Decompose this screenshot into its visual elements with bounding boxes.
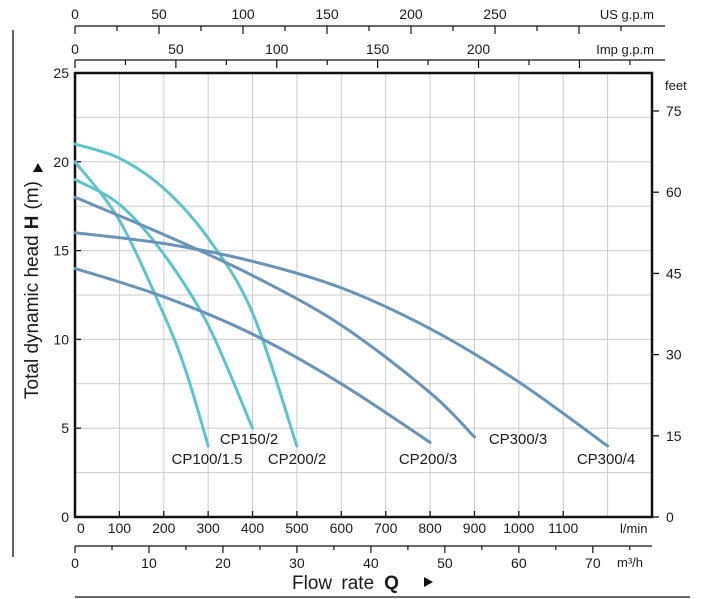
series-line-cp200-2 [73,142,299,448]
x-tick-label-m3h: 60 [511,555,527,571]
series-label-cp200-2: CP200/2 [268,451,326,468]
y-axis-title-text: Total dynamic head [22,235,43,399]
series-line-cp300-4 [73,231,610,448]
series-line-cp150-2 [73,178,254,430]
x-unit-lmin: l/min [620,521,647,536]
x-tick-label-lmin: 1000 [503,520,534,536]
x-tick-label-impgpm: 0 [71,41,79,57]
x-tick-label-m3h: 40 [363,555,379,571]
x-unit-usgpm: US g.p.m [600,7,654,22]
y-tick-label-left: 10 [53,331,69,347]
series-line-cp300-3 [73,195,476,439]
x-tick-label-lmin: 100 [108,520,132,536]
x-tick-label-m3h: 10 [141,555,157,571]
x-tick-label-impgpm: 100 [265,41,289,57]
x-tick-label-lmin: 400 [241,520,265,536]
x-tick-label-lmin: 700 [374,520,398,536]
plot-frame [73,71,654,519]
x-tick-label-usgpm: 50 [151,6,167,22]
x-tick-label-m3h: 30 [289,555,305,571]
y-tick-label-right: 0 [666,509,674,525]
x-tick-label-usgpm: 200 [399,6,423,22]
series-line-cp100-1-5 [73,160,210,448]
x-axis-arrow-icon [424,577,433,587]
y-tick-label-left: 0 [61,509,69,525]
x-tick-label-m3h: 0 [71,555,79,571]
series-label-cp200-3: CP200/3 [399,451,457,468]
y-unit-right: feet [665,78,687,93]
y-tick-label-right: 60 [666,184,682,200]
y-axis-title: Total dynamic head H (m) [22,181,43,399]
x-tick-label-usgpm: 250 [483,6,507,22]
x-tick-label-usgpm: 150 [315,6,339,22]
y-tick-label-left: 5 [61,420,69,436]
x-tick-label-m3h: 50 [437,555,453,571]
x-axis-title-symbol: Q [384,573,399,594]
y-tick-label-right: 75 [666,103,682,119]
x-tick-label-usgpm: 100 [231,6,255,22]
x-axis-title: Flow rate Q [292,573,399,594]
x-tick-label-lmin: 500 [285,520,309,536]
y-tick-label-right: 30 [666,347,682,363]
series-line-cp200-3 [73,266,432,444]
x-unit-impgpm: Imp g.p.m [596,42,654,57]
x-tick-label-lmin: 200 [152,520,176,536]
x-tick-label-usgpm: 0 [71,6,79,22]
y-axis-title-unit: (m) [22,181,43,209]
x-tick-label-impgpm: 150 [366,41,390,57]
x-axis-title-text: Flow rate [292,573,374,594]
x-tick-label-lmin: 0 [77,520,85,536]
y-tick-label-right: 45 [666,265,682,281]
series-label-cp100-1-5: CP100/1.5 [172,451,243,468]
x-tick-label-lmin: 800 [418,520,442,536]
y-tick-label-left: 25 [53,65,69,81]
y-axis-title-symbol: H [22,216,43,230]
x-tick-label-lmin: 900 [463,520,487,536]
y-tick-label-left: 15 [53,243,69,259]
x-unit-m3h: m³/h [617,555,643,570]
x-tick-label-m3h: 70 [585,555,601,571]
y-tick-label-left: 20 [53,154,69,170]
series-label-cp300-3: CP300/3 [489,431,547,448]
x-tick-label-impgpm: 50 [168,41,184,57]
x-tick-label-m3h: 20 [215,555,231,571]
y-axis-arrow-icon [33,163,43,172]
series-label-cp150-2: CP150/2 [220,431,278,448]
x-tick-label-impgpm: 200 [467,41,491,57]
series-label-cp300-4: CP300/4 [577,451,635,468]
x-tick-label-lmin: 300 [196,520,220,536]
x-tick-label-lmin: 600 [330,520,354,536]
y-tick-label-right: 15 [666,428,682,444]
x-tick-label-lmin: 1100 [548,520,578,536]
